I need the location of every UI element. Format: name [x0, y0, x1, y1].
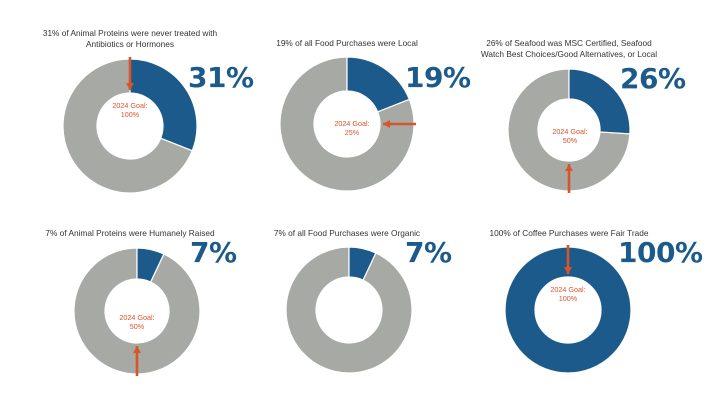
achieved-slice [348, 246, 377, 281]
goal-arrowhead [565, 164, 573, 171]
remaining-slice [73, 247, 201, 375]
donut-chart [73, 247, 201, 376]
goal-label: 2024 Goal: 50% [119, 313, 155, 331]
goal-arrowhead [133, 346, 141, 353]
value-label: 19% [405, 61, 471, 94]
donut-chart [504, 245, 632, 374]
achieved-slice [129, 58, 198, 152]
chart-panel-1: 31% of Animal Proteins were never treate… [20, 28, 260, 198]
donut-chart [62, 57, 198, 194]
remaining-slice [279, 56, 415, 192]
value-label: 26% [620, 62, 686, 95]
goal-label: 2024 Goal: 50% [552, 127, 588, 145]
goal-arrowhead [564, 267, 572, 274]
achieved-slice [136, 247, 165, 283]
chart-panel-4: 7% of Animal Proteins were Humanely Rais… [20, 228, 260, 398]
goal-label: 2024 Goal: 25% [334, 119, 370, 137]
achieved-slice [346, 56, 411, 113]
chart-title: 7% of Animal Proteins were Humanely Rais… [45, 228, 215, 238]
chart-title: 31% of Animal Proteins were never treate… [42, 28, 218, 49]
donut-chart [507, 68, 631, 193]
achieved-slice [504, 246, 632, 374]
remaining-slice [507, 68, 631, 192]
donut-chart [285, 246, 413, 374]
chart-panel-3: 26% of Seafood was MSC Certified, Seafoo… [459, 28, 699, 198]
chart-panel-5: 7% of all Food Purchases were Organic 7% [237, 228, 477, 398]
value-label: 7% [190, 236, 237, 269]
achieved-slice [568, 68, 631, 135]
goal-arrowhead [383, 120, 390, 128]
goal-label: 2024 Goal: 100% [550, 285, 586, 303]
goal-label: 2024 Goal: 100% [112, 101, 148, 119]
remaining-slice [285, 246, 413, 374]
value-label: 7% [405, 236, 452, 269]
donut-chart [279, 56, 416, 192]
value-label: 100% [618, 236, 703, 269]
chart-panel-6: 100% of Coffee Purchases were Fair Trade… [459, 228, 709, 398]
remaining-slice [62, 58, 194, 194]
chart-title: 100% of Coffee Purchases were Fair Trade [489, 228, 649, 238]
goal-arrowhead [126, 83, 134, 90]
chart-title: 7% of all Food Purchases were Organic [273, 228, 421, 238]
chart-title: 19% of all Food Purchases were Local [276, 38, 418, 48]
value-label: 31% [188, 61, 254, 94]
chart-title: 26% of Seafood was MSC Certified, Seafoo… [480, 38, 658, 59]
chart-panel-2: 19% of all Food Purchases were Local 202… [237, 28, 477, 198]
